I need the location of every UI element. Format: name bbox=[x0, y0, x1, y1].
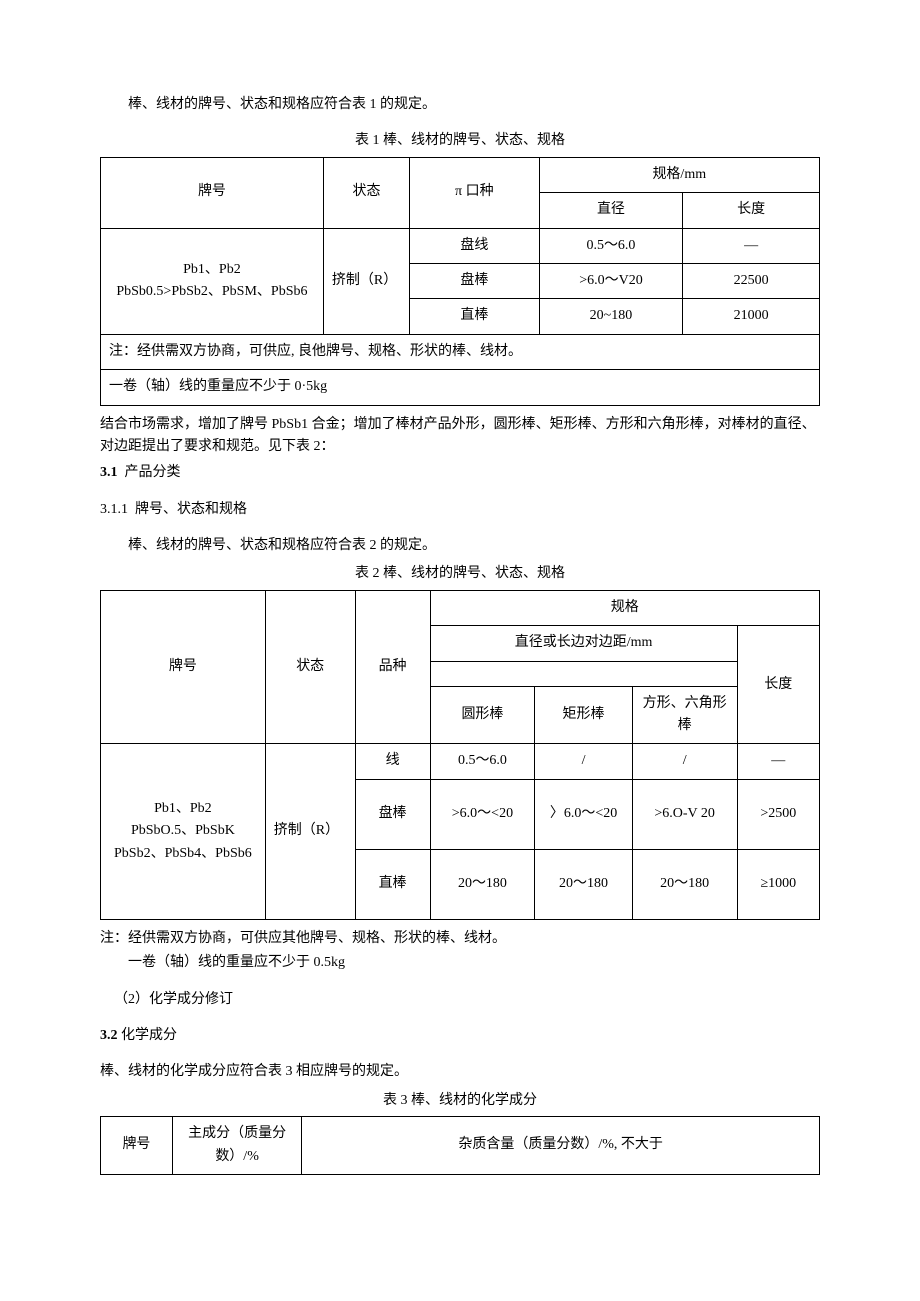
t1-head-kind: π 口种 bbox=[410, 157, 539, 228]
section-3-2-title: 化学成分 bbox=[121, 1028, 177, 1043]
t2-grade-cell: Pb1、Pb2 PbSbO.5、PbSbK PbSb2、PbSb4、PbSb6 bbox=[101, 744, 266, 919]
t1-r3-dia: 20~180 bbox=[539, 299, 683, 334]
table2: 牌号 状态 品种 规格 直径或长边对边距/mm 长度 圆形棒 矩形棒 方形、六角… bbox=[100, 590, 820, 920]
t2-r2-b: 〉6.0～<20 bbox=[535, 779, 632, 849]
paragraph-4: 棒、线材的化学成分应符合表 3 相应牌号的规定。 bbox=[100, 1061, 820, 1083]
t2-r1-kind: 线 bbox=[355, 744, 430, 779]
t2-head-len: 长度 bbox=[737, 626, 819, 744]
t2-head-state: 状态 bbox=[265, 590, 355, 744]
t3-head-grade: 牌号 bbox=[101, 1117, 173, 1175]
t2-r1-b: / bbox=[535, 744, 632, 779]
t1-r2-dia: >6.0～V20 bbox=[539, 263, 683, 298]
section-3-2-num: 3.2 bbox=[100, 1028, 118, 1043]
t2-grade-line1: Pb1、Pb2 bbox=[109, 798, 257, 820]
t1-r3-kind: 直棒 bbox=[410, 299, 539, 334]
t2-head-rect: 矩形棒 bbox=[535, 686, 632, 744]
t2-empty-row bbox=[430, 661, 737, 686]
t1-r2-kind: 盘棒 bbox=[410, 263, 539, 298]
t1-r3-len: 21000 bbox=[683, 299, 820, 334]
t1-head-spec: 规格/mm bbox=[539, 157, 819, 192]
t1-grade-line1: Pb1、Pb2 bbox=[109, 259, 315, 281]
t2-r3-a: 20～180 bbox=[430, 849, 535, 919]
t2-r1-a: 0.5～6.0 bbox=[430, 744, 535, 779]
t2-grade-line3: PbSb2、PbSb4、PbSb6 bbox=[109, 843, 257, 865]
table3-caption: 表 3 棒、线材的化学成分 bbox=[100, 1090, 820, 1112]
t2-head-spec: 规格 bbox=[430, 590, 819, 625]
table1: 牌号 状态 π 口种 规格/mm 直径 长度 Pb1、Pb2 PbSb0.5>P… bbox=[100, 157, 820, 406]
t2-r3-kind: 直棒 bbox=[355, 849, 430, 919]
t2-r3-len: ≥1000 bbox=[737, 849, 819, 919]
t2-grade-line2: PbSbO.5、PbSbK bbox=[109, 820, 257, 842]
t2-head-grade: 牌号 bbox=[101, 590, 266, 744]
t2-r3-b: 20～180 bbox=[535, 849, 632, 919]
t2-r2-c: >6.O-V 20 bbox=[632, 779, 737, 849]
t3-head-main: 主成分（质量分数）/% bbox=[172, 1117, 301, 1175]
t3-head-impurity: 杂质含量（质量分数）/%, 不大于 bbox=[302, 1117, 820, 1175]
section-3-1-title: 产品分类 bbox=[125, 465, 181, 480]
t2-head-round: 圆形棒 bbox=[430, 686, 535, 744]
t2-r2-a: >6.0～<20 bbox=[430, 779, 535, 849]
t2-head-square: 方形、六角形棒 bbox=[632, 686, 737, 744]
t2-r1-len: — bbox=[737, 744, 819, 779]
section-3-1-num: 3.1 bbox=[100, 465, 118, 480]
paragraph-2: 结合市场需求，增加了牌号 PbSb1 合金；增加了棒材产品外形，圆形棒、矩形棒、… bbox=[100, 414, 820, 459]
t2-r2-kind: 盘棒 bbox=[355, 779, 430, 849]
t2-r2-len: >2500 bbox=[737, 779, 819, 849]
t1-note2: 一卷（轴）线的重量应不少于 0·5kg bbox=[101, 370, 820, 405]
section-3-1-1-title: 牌号、状态和规格 bbox=[135, 502, 247, 517]
section-3-2: 3.2 化学成分 bbox=[100, 1025, 820, 1047]
t2-head-dia: 直径或长边对边距/mm bbox=[430, 626, 737, 661]
table3: 牌号 主成分（质量分数）/% 杂质含量（质量分数）/%, 不大于 bbox=[100, 1116, 820, 1175]
section-2-heading: （2）化学成分修订 bbox=[100, 989, 820, 1011]
t1-state: 挤制（R） bbox=[323, 228, 409, 334]
t1-grade-line2: PbSb0.5>PbSb2、PbSM、PbSb6 bbox=[109, 281, 315, 303]
t1-head-grade: 牌号 bbox=[101, 157, 324, 228]
t1-head-dia: 直径 bbox=[539, 193, 683, 228]
t1-r1-len: — bbox=[683, 228, 820, 263]
section-3-1-1-num: 3.1.1 bbox=[100, 502, 128, 517]
t1-head-state: 状态 bbox=[323, 157, 409, 228]
t2-note1: 注：经供需双方协商，可供应其他牌号、规格、形状的棒、线材。 bbox=[100, 928, 820, 950]
t1-grade-cell: Pb1、Pb2 PbSb0.5>PbSb2、PbSM、PbSb6 bbox=[101, 228, 324, 334]
t2-r1-c: / bbox=[632, 744, 737, 779]
t1-note1: 注：经供需双方协商，可供应, 良他牌号、规格、形状的棒、线材。 bbox=[101, 334, 820, 369]
t2-r3-c: 20～180 bbox=[632, 849, 737, 919]
paragraph-3: 棒、线材的牌号、状态和规格应符合表 2 的规定。 bbox=[100, 535, 820, 557]
table1-caption: 表 1 棒、线材的牌号、状态、规格 bbox=[100, 130, 820, 152]
t1-head-len: 长度 bbox=[683, 193, 820, 228]
intro-paragraph-1: 棒、线材的牌号、状态和规格应符合表 1 的规定。 bbox=[100, 94, 820, 116]
section-3-1-1: 3.1.1 牌号、状态和规格 bbox=[100, 499, 820, 521]
t2-state: 挤制（R） bbox=[265, 744, 355, 919]
t2-head-kind: 品种 bbox=[355, 590, 430, 744]
section-3-1: 3.1 产品分类 bbox=[100, 462, 820, 484]
table2-caption: 表 2 棒、线材的牌号、状态、规格 bbox=[100, 563, 820, 585]
t1-r1-dia: 0.5～6.0 bbox=[539, 228, 683, 263]
t1-r1-kind: 盘线 bbox=[410, 228, 539, 263]
t1-r2-len: 22500 bbox=[683, 263, 820, 298]
t2-note2: 一卷（轴）线的重量应不少于 0.5kg bbox=[100, 952, 820, 974]
